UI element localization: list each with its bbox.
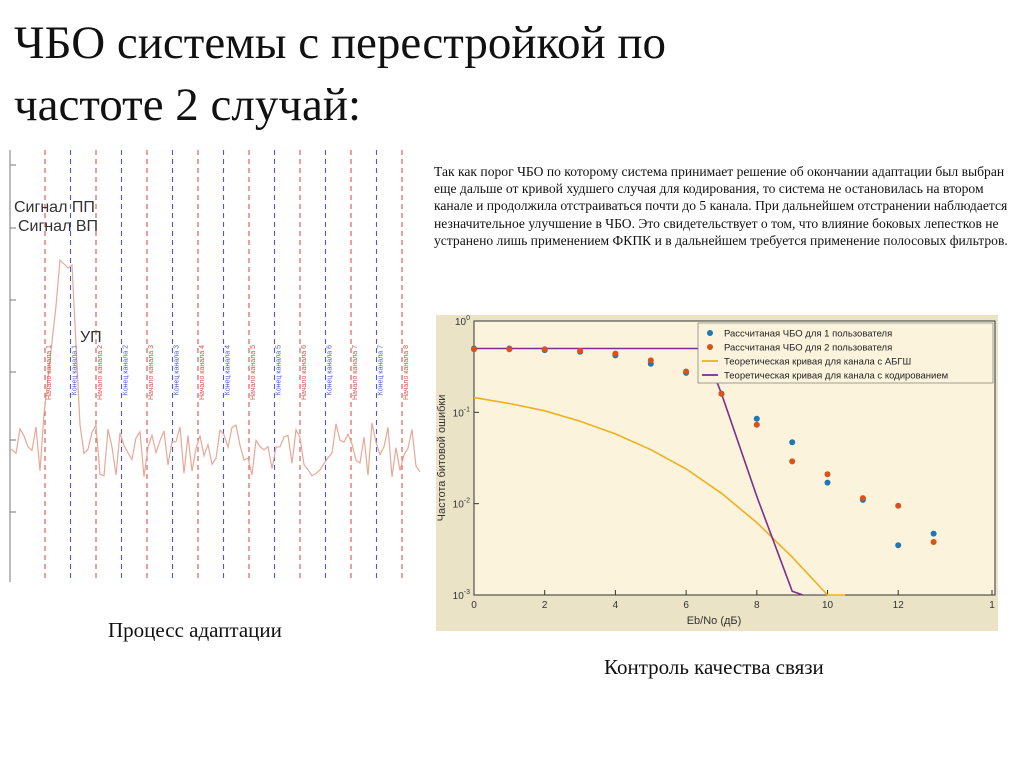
series-2-point-13 [930, 539, 937, 545]
legend-signal-vp: Сигнал ВП [18, 218, 98, 235]
legend-entry-1: Рассчитаная ЧБО для 1 пользователя [724, 329, 892, 340]
y-tick-label-3: 10-3 [453, 589, 470, 602]
x-tick-label-6: 12 [893, 600, 905, 611]
description-paragraph: Так как порог ЧБО по которому система пр… [434, 164, 1008, 248]
title-line-1: ЧБО системы с перестройкой по [14, 17, 667, 69]
legend-box [697, 322, 994, 384]
channel-marker-labels: Начало канала 1 Конец канала 1 Начало кана… [46, 345, 410, 400]
ber-chart: 100 10-1 10-2 10-3 0 2 4 6 8 10 12 1 Рассчитаная Ч… [436, 315, 998, 631]
marker-label-13: Начало канала 7 [352, 345, 359, 400]
marker-label-14: Конец канала 7 [378, 345, 385, 395]
adaptation-process-figure: Начало канала 1 Конец канала 1 Начало кана… [0, 150, 425, 590]
series-1-point-10 [824, 479, 831, 486]
legend-entry-2: Рассчитаная ЧБО для 2 пользователя [724, 343, 892, 354]
marker-label-6: Конец канала 3 [174, 345, 181, 395]
marker-label-1: Начало канала 1 [46, 345, 53, 400]
y-tick-label-2: 10-2 [453, 498, 470, 511]
series-1-point-12 [895, 542, 902, 549]
series-2-point-10 [824, 471, 831, 478]
title-line-2: частоте 2 случай: [14, 79, 362, 131]
x-tick-label-3: 6 [683, 600, 689, 611]
series-2-point-9 [789, 458, 796, 465]
caption-quality: Контроль качества связи [604, 655, 824, 679]
marker-label-4: Конец канала 2 [123, 345, 130, 395]
series-2-point-8 [753, 421, 760, 428]
legend-swatch-2 [707, 344, 713, 350]
y-tick-label-1: 10-1 [453, 406, 470, 419]
up-label: УП [80, 329, 102, 346]
y-axis-label: Частота битовой ошибки [436, 395, 448, 522]
marker-label-11: Начало канала 6 [301, 345, 308, 400]
marker-label-12: Конец канала 6 [327, 345, 334, 395]
x-tick-label-7: 1 [989, 600, 995, 611]
series-2-point-2 [541, 346, 548, 353]
series-line-4 [474, 347, 804, 596]
series-2-point-12 [895, 502, 902, 509]
x-axis-ticks: 0 2 4 6 8 10 12 1 [471, 590, 995, 611]
marker-label-9: Начало канала 5 [250, 345, 257, 400]
legend-swatch-1 [707, 330, 713, 336]
series-2-point-1 [506, 346, 513, 353]
legend-entry-4: Теоретическая кривая для канала с кодиро… [724, 371, 948, 382]
adaptation-axis-ticks [10, 164, 16, 513]
x-tick-label-1: 2 [542, 600, 548, 611]
x-tick-label-5: 10 [822, 600, 834, 611]
caption-adaptation: Процесс адаптации [108, 618, 282, 642]
marker-label-7: Начало канала 4 [199, 345, 206, 400]
x-tick-label-4: 8 [754, 600, 760, 611]
series-2-point-4 [612, 350, 619, 357]
ber-points [471, 345, 937, 549]
theory-curves [473, 347, 846, 596]
marker-label-10: Конец канала 5 [276, 345, 283, 395]
series-2-point-5 [647, 357, 654, 364]
series-2-point-6 [683, 368, 690, 375]
series-2-point-11 [859, 495, 866, 502]
slide-title: ЧБО системы с перестройкой по частоте 2 … [14, 12, 914, 136]
series-line-3 [473, 396, 846, 596]
y-axis-ticks: 100 10-1 10-2 10-3 [453, 315, 479, 602]
series-2-point-0 [471, 346, 477, 353]
chart-legend: Рассчитаная ЧБО для 1 пользователя Рассчи… [697, 322, 994, 384]
series-1-point-9 [789, 439, 796, 446]
y-tick-label-0: 100 [455, 315, 470, 328]
x-tick-label-2: 4 [613, 600, 619, 611]
series-2-point-3 [577, 347, 584, 354]
marker-label-15: Начало канала 8 [403, 345, 410, 400]
marker-label-3: Начало канала 2 [97, 345, 104, 400]
marker-label-2: Конец канала 1 [72, 345, 79, 395]
marker-label-8: Конец канала 4 [225, 345, 232, 395]
x-axis-label: Eb/No (дБ) [687, 615, 742, 627]
legend-signal-pp: Сигнал ПП [14, 199, 95, 216]
adaptation-signal-trace [9, 258, 421, 478]
series-2-point-7 [718, 390, 725, 397]
channel-marker-lines [44, 150, 403, 582]
series-1-point-13 [930, 530, 937, 537]
legend-entry-3: Теоретическая кривая для канала с АБГШ [724, 357, 911, 368]
x-tick-label-0: 0 [471, 600, 477, 611]
marker-label-5: Начало канала 3 [148, 345, 155, 400]
series-1-point-8 [753, 415, 760, 422]
